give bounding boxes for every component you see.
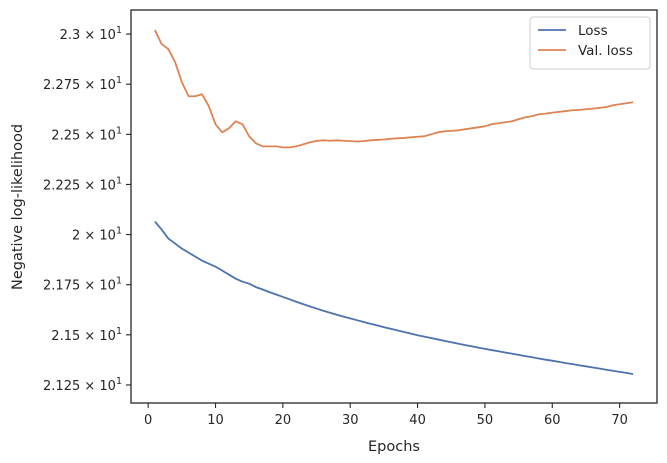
legend: Loss Val. loss: [529, 16, 651, 70]
y-tick-mantissa: 2.125: [43, 379, 80, 394]
plot-area: [131, 10, 657, 403]
plot-frame: [130, 9, 658, 404]
y-tick-times: × 10: [80, 229, 116, 244]
y-tick-label: 2.225 × 101: [43, 175, 122, 193]
y-tick-mantissa: 2.275: [43, 78, 80, 93]
y-tick-times: × 10: [80, 78, 116, 93]
y-tick-exponent: 1: [116, 175, 122, 186]
y-tick-mantissa: 2.225: [43, 178, 80, 193]
y-tick-label: 2.275 × 101: [43, 75, 122, 93]
y-tick-exponent: 1: [116, 75, 122, 86]
series-line-val-loss: [154, 29, 634, 149]
x-tick-label: 30: [342, 413, 359, 428]
y-tick-times: × 10: [80, 329, 116, 344]
y-axis-title: Negative log-likelihood: [10, 124, 26, 290]
y-tick-label: 2.3 × 101: [60, 25, 122, 43]
x-axis-title: Epochs: [368, 439, 420, 455]
y-tick-label: 2.125 × 101: [43, 376, 122, 394]
series-line-loss: [154, 220, 634, 376]
y-tick-label: 2.15 × 101: [51, 326, 122, 344]
y-tick-exponent: 1: [116, 276, 122, 287]
series-layer: [154, 29, 634, 376]
y-tick-mantissa: 2.25: [51, 128, 80, 143]
y-tick-times: × 10: [80, 379, 116, 394]
y-tick-exponent: 1: [116, 376, 122, 387]
y-tick-exponent: 1: [116, 25, 122, 36]
y-tick-exponent: 1: [116, 326, 122, 337]
y-tick-times: × 10: [80, 178, 116, 193]
legend-label: Val. loss: [578, 43, 633, 59]
x-tick-label: 70: [611, 413, 628, 428]
y-tick-times: × 10: [80, 28, 116, 43]
y-tick-mantissa: 2.15: [51, 329, 80, 344]
legend-label: Loss: [578, 23, 608, 39]
x-tick-label: 50: [477, 413, 494, 428]
y-tick-label: 2 × 101: [72, 226, 122, 244]
y-tick-label: 2.25 × 101: [51, 125, 122, 143]
x-tick-label: 0: [144, 413, 152, 428]
x-tick-label: 40: [409, 413, 426, 428]
x-tick-label: 60: [544, 413, 561, 428]
y-tick-exponent: 1: [116, 125, 122, 136]
x-tick-label: 10: [207, 413, 224, 428]
y-tick-label: 2.175 × 101: [43, 276, 122, 294]
x-tick-label: 20: [275, 413, 292, 428]
y-tick-times: × 10: [80, 128, 116, 143]
y-tick-mantissa: 2: [72, 229, 80, 244]
y-tick-exponent: 1: [116, 226, 122, 237]
y-tick-mantissa: 2.3: [60, 28, 81, 43]
y-tick-mantissa: 2.175: [43, 279, 80, 294]
y-tick-times: × 10: [80, 279, 116, 294]
x-axis: 0 10 20 30 40 50 60 70: [144, 403, 628, 428]
